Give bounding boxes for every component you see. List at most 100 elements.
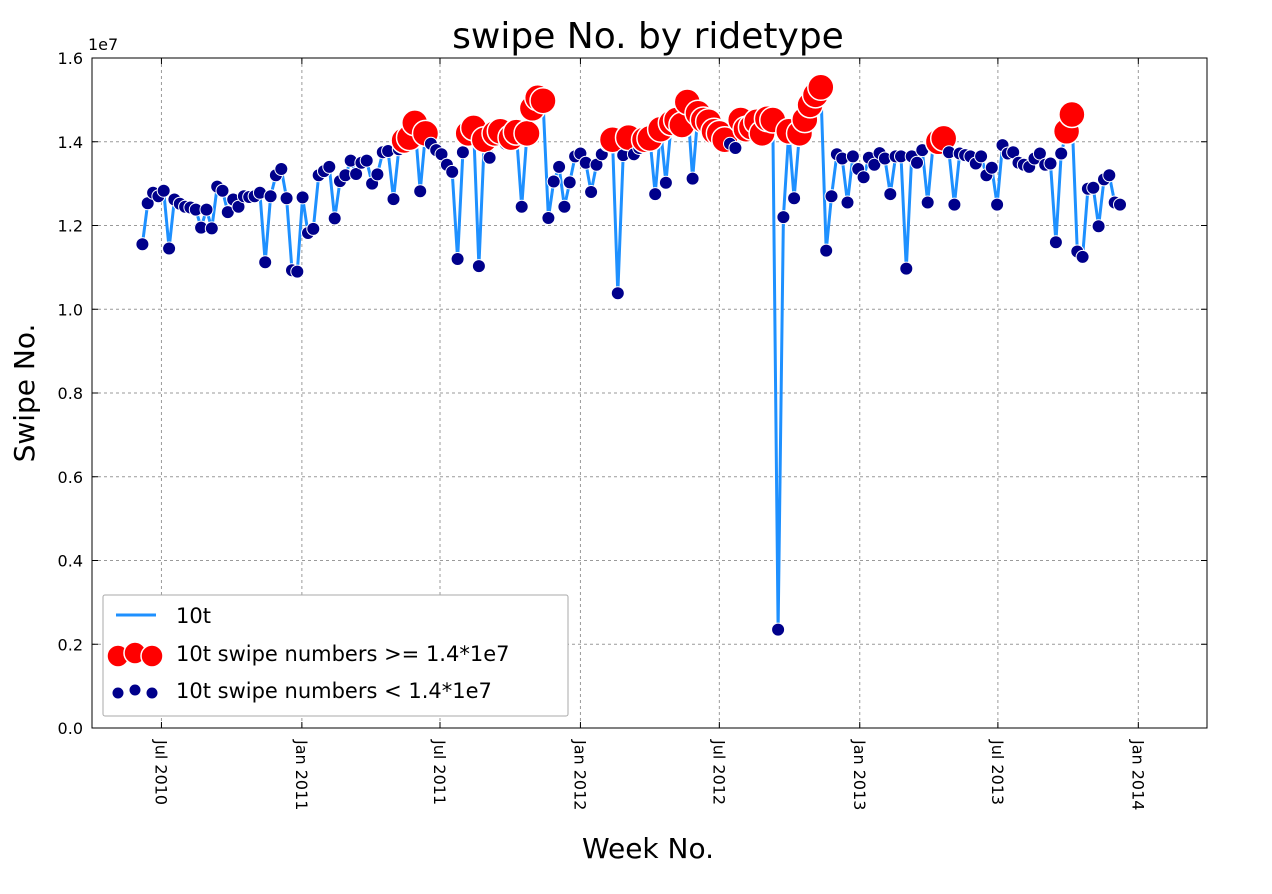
low-swipe-point (370, 167, 385, 182)
x-tick-label: Jan 2013 (850, 739, 869, 810)
low-swipe-point (322, 159, 337, 174)
low-swipe-point (648, 187, 663, 202)
legend-small-dot (128, 683, 142, 697)
low-swipe-point (274, 162, 289, 176)
low-swipe-point (984, 160, 999, 175)
legend-box (102, 594, 569, 717)
low-swipe-point (552, 159, 567, 174)
chart-title: swipe No. by ridetype (452, 16, 844, 57)
low-swipe-point (974, 149, 989, 164)
low-swipe-point (1032, 146, 1047, 161)
low-swipe-point (856, 170, 871, 185)
low-swipe-point (840, 195, 855, 210)
high-swipe-point (529, 86, 557, 115)
x-axis-label: Week No. (582, 832, 714, 865)
y-tick-label: 0.8 (58, 384, 83, 403)
low-swipe-point (386, 192, 401, 207)
low-swipe-point (471, 259, 486, 274)
y-tick-label: 0.4 (58, 552, 83, 571)
low-swipe-point (610, 286, 625, 301)
low-swipe-point (162, 241, 177, 256)
y-tick-label: 1.4 (58, 133, 83, 152)
low-swipe-point (584, 185, 599, 199)
x-tick-label: Jan 2014 (1128, 739, 1147, 810)
low-swipe-point (279, 191, 294, 206)
x-tick-label: Jan 2011 (292, 739, 311, 810)
high-swipe-point (807, 73, 835, 102)
legend: 10t 10t swipe numbers >= 1.4*1e7 10t swi… (102, 594, 569, 717)
high-swipe-point (513, 119, 541, 148)
legend-small-dot (111, 686, 125, 700)
legend-label-line: 10t (176, 604, 211, 628)
low-swipe-point (541, 211, 556, 225)
y-tick-label: 0.6 (58, 468, 83, 487)
low-swipe-point (787, 191, 802, 206)
low-swipe-point (514, 199, 529, 214)
low-swipe-point (771, 622, 786, 637)
x-tick-label: Jul 2010 (151, 739, 170, 805)
low-swipe-point (204, 221, 219, 236)
low-swipe-point (263, 189, 278, 204)
low-swipe-point (947, 197, 962, 212)
low-swipe-point (867, 157, 882, 172)
low-swipe-point (1091, 219, 1106, 234)
legend-big-dot (140, 644, 164, 668)
legend-small-dot (145, 686, 159, 700)
low-swipe-point (728, 141, 743, 155)
legend-label-low: 10t swipe numbers < 1.4*1e7 (176, 679, 492, 703)
low-swipe-point (1043, 156, 1058, 171)
x-tick-label: Jul 2011 (430, 739, 449, 805)
low-swipe-point (824, 189, 839, 204)
y-tick-label: 1.6 (58, 49, 83, 68)
low-swipe-point (1075, 249, 1090, 264)
low-swipe-point (445, 164, 460, 179)
x-tick-label: Jul 2013 (988, 739, 1007, 805)
low-swipe-point (290, 264, 305, 279)
low-swipe-point (1086, 180, 1101, 195)
y-tick-label: 0.0 (58, 719, 83, 738)
low-swipe-point (685, 171, 700, 186)
low-swipe-point (1054, 146, 1069, 161)
y-tick-label: 1.2 (58, 217, 83, 236)
low-swipe-point (776, 210, 791, 225)
low-swipe-point (359, 153, 374, 168)
low-swipe-point (306, 221, 321, 236)
low-swipe-point (327, 211, 342, 226)
low-swipe-point (482, 150, 497, 165)
legend-label-high: 10t swipe numbers >= 1.4*1e7 (176, 642, 510, 666)
low-swipe-point (845, 149, 860, 164)
low-swipe-point (883, 187, 898, 202)
low-swipe-point (199, 202, 214, 217)
y-tick-label: 0.2 (58, 635, 83, 654)
y-tick-label: 1.0 (58, 300, 83, 319)
low-swipe-point (910, 155, 924, 170)
low-swipe-point (455, 145, 470, 160)
markers (135, 73, 1127, 637)
low-swipe-point (562, 175, 577, 190)
low-swipe-point (1048, 235, 1063, 250)
x-tick-label: Jul 2012 (709, 739, 728, 805)
low-swipe-point (450, 252, 465, 266)
high-swipe-point (1058, 100, 1086, 129)
low-swipe-point (156, 183, 171, 198)
low-swipe-point (349, 167, 364, 181)
low-swipe-point (258, 255, 273, 270)
y-axis-label: Swipe No. (8, 324, 41, 463)
y-multiplier: 1e7 (88, 35, 118, 54)
low-swipe-point (658, 175, 673, 190)
low-swipe-point (557, 199, 572, 214)
low-swipe-point (990, 197, 1005, 212)
low-swipe-point (413, 184, 428, 199)
ticks: 0.0 0.2 0.4 0.6 0.8 1.0 1.2 1.4 1.6 Jul 2010 Jan 2… (58, 49, 1207, 810)
low-swipe-point (1113, 197, 1127, 212)
low-swipe-point (135, 237, 150, 252)
low-swipe-point (899, 261, 914, 276)
low-swipe-point (1102, 168, 1117, 183)
low-swipe-point (215, 183, 230, 198)
low-swipe-point (546, 174, 561, 189)
low-swipe-point (920, 195, 935, 210)
low-swipe-point (819, 243, 834, 258)
x-tick-label: Jan 2012 (570, 739, 589, 810)
low-swipe-point (295, 190, 310, 205)
